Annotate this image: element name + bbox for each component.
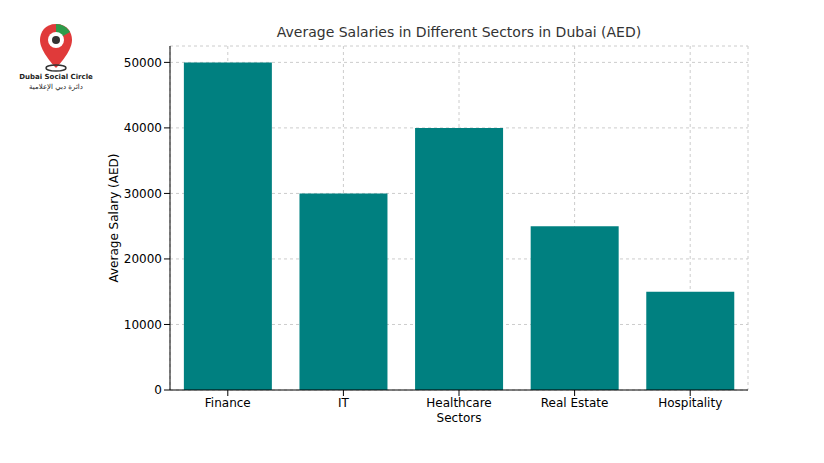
- svg-text:40000: 40000: [124, 121, 162, 135]
- html-text:دائرة دبي الإعلامية: دائرة دبي الإعلامية: [29, 83, 83, 91]
- svg-text:Hospitality: Hospitality: [658, 396, 722, 410]
- svg-text:IT: IT: [338, 396, 350, 410]
- svg-text:0: 0: [154, 383, 162, 397]
- svg-text:10000: 10000: [124, 318, 162, 332]
- svg-text:Finance: Finance: [205, 396, 251, 410]
- svg-text:Real Estate: Real Estate: [541, 396, 609, 410]
- html-text:Average Salaries in Different: Average Salaries in Different Sectors in…: [276, 24, 642, 40]
- svg-text:Sectors: Sectors: [437, 411, 482, 425]
- svg-text:Average Salary (AED): Average Salary (AED): [107, 154, 121, 283]
- svg-text:50000: 50000: [124, 56, 162, 70]
- html-text:Dubai Social Circle: Dubai Social Circle: [19, 73, 93, 81]
- svg-text:20000: 20000: [124, 252, 162, 266]
- svg-text:Healthcare: Healthcare: [426, 396, 491, 410]
- svg-text:30000: 30000: [124, 187, 162, 201]
